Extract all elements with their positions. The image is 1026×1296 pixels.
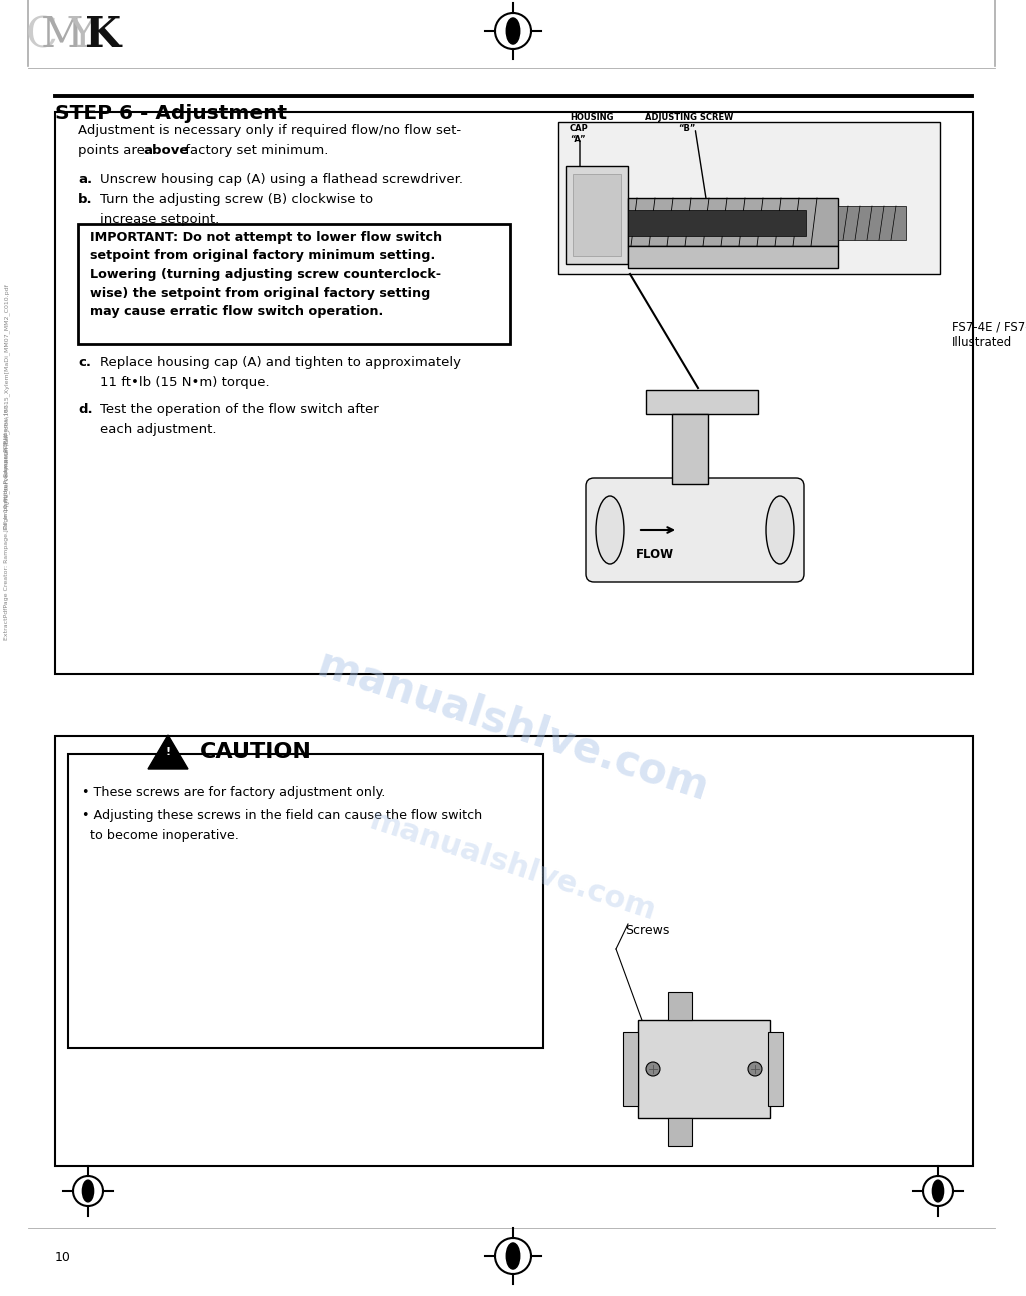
Text: wise) the setpoint from original factory setting: wise) the setpoint from original factory… (90, 286, 430, 299)
Text: Turn the adjusting screw (B) clockwise to: Turn the adjusting screw (B) clockwise t… (100, 193, 373, 206)
Ellipse shape (933, 1181, 944, 1201)
Text: “B”: “B” (678, 124, 696, 133)
Text: Adjustment is necessary only if required flow/no flow set-: Adjustment is necessary only if required… (78, 124, 461, 137)
Bar (566, 166, 628, 264)
Text: Screws: Screws (625, 924, 669, 937)
Text: ExtractPdfPage Creator: Rampage.JDF Imposition Producer: PDFlib: ExtractPdfPage Creator: Rampage.JDF Impo… (4, 432, 9, 640)
Ellipse shape (506, 1243, 520, 1269)
Text: M: M (41, 14, 83, 56)
Text: IMPORTANT: Do not attempt to lower flow switch: IMPORTANT: Do not attempt to lower flow … (90, 231, 442, 244)
Text: d.: d. (78, 403, 92, 416)
Bar (668, 1118, 692, 1146)
Text: b.: b. (78, 193, 92, 206)
Text: 10: 10 (55, 1251, 71, 1264)
Polygon shape (148, 735, 188, 769)
Text: points are: points are (78, 144, 149, 157)
Text: !: ! (165, 746, 170, 757)
Ellipse shape (596, 496, 624, 564)
Bar (638, 1020, 770, 1118)
Text: c.: c. (78, 356, 91, 369)
Text: C: C (26, 14, 57, 56)
Text: a.: a. (78, 172, 92, 187)
Bar (628, 198, 838, 246)
Text: may cause erratic flow switch operation.: may cause erratic flow switch operation. (90, 305, 384, 318)
Bar (55, 736, 973, 1166)
Bar (68, 754, 543, 1048)
Ellipse shape (766, 496, 794, 564)
Bar (838, 206, 906, 240)
Bar (623, 1032, 638, 1105)
Text: Lowering (turning adjusting screw counterclock-: Lowering (turning adjusting screw counte… (90, 268, 441, 281)
Text: FS7-4E / FS7-4W: FS7-4E / FS7-4W (952, 321, 1026, 334)
Circle shape (646, 1061, 660, 1076)
Text: \\JTL_server\master\Bal_Jobs\16315_Xylem[MaDi_MM07_MM2_C010.pdf: \\JTL_server\master\Bal_Jobs\16315_Xylem… (4, 285, 10, 507)
Text: HOUSING: HOUSING (570, 113, 614, 122)
Text: Replace housing cap (A) and tighten to approximately: Replace housing cap (A) and tighten to a… (100, 356, 461, 369)
Text: setpoint from original factory minimum setting.: setpoint from original factory minimum s… (90, 250, 435, 263)
Bar (672, 413, 708, 483)
Text: manualshlve.com: manualshlve.com (366, 806, 660, 927)
Bar (646, 390, 758, 413)
Text: K: K (85, 14, 121, 56)
Ellipse shape (506, 18, 520, 44)
Text: each adjustment.: each adjustment. (100, 422, 216, 435)
Text: CAP: CAP (570, 124, 589, 133)
Ellipse shape (82, 1181, 93, 1201)
Text: factory set minimum.: factory set minimum. (181, 144, 328, 157)
Text: ADJUSTING SCREW: ADJUSTING SCREW (645, 113, 734, 122)
FancyBboxPatch shape (586, 478, 804, 582)
Text: STEP 6 - Adjustment: STEP 6 - Adjustment (55, 104, 287, 123)
Text: Test the operation of the flow switch after: Test the operation of the flow switch af… (100, 403, 379, 416)
Text: FLOW: FLOW (636, 548, 674, 561)
Text: Unscrew housing cap (A) using a flathead screwdriver.: Unscrew housing cap (A) using a flathead… (100, 172, 463, 187)
Text: increase setpoint.: increase setpoint. (100, 213, 220, 226)
Text: to become inoperative.: to become inoperative. (82, 829, 239, 842)
Bar (628, 210, 806, 236)
Text: Y: Y (69, 14, 95, 56)
Text: Illustrated: Illustrated (952, 336, 1013, 349)
Bar (768, 1032, 783, 1105)
Text: Page 10 Author: Rampage Systems, Inc.: Page 10 Author: Rampage Systems, Inc. (4, 403, 9, 529)
Bar (55, 111, 973, 674)
Bar (668, 991, 692, 1020)
Text: • These screws are for factory adjustment only.: • These screws are for factory adjustmen… (82, 785, 386, 800)
Bar (558, 122, 940, 273)
Text: CAUTION: CAUTION (200, 743, 312, 762)
Text: manualshlve.com: manualshlve.com (312, 643, 714, 809)
Text: • Adjusting these screws in the field can cause the flow switch: • Adjusting these screws in the field ca… (82, 809, 482, 822)
Bar (78, 224, 510, 343)
Text: 11 ft•lb (15 N•m) torque.: 11 ft•lb (15 N•m) torque. (100, 376, 270, 389)
Text: above: above (143, 144, 189, 157)
Bar (573, 174, 621, 257)
Circle shape (748, 1061, 762, 1076)
Text: “A”: “A” (570, 135, 586, 144)
Bar (628, 246, 838, 268)
